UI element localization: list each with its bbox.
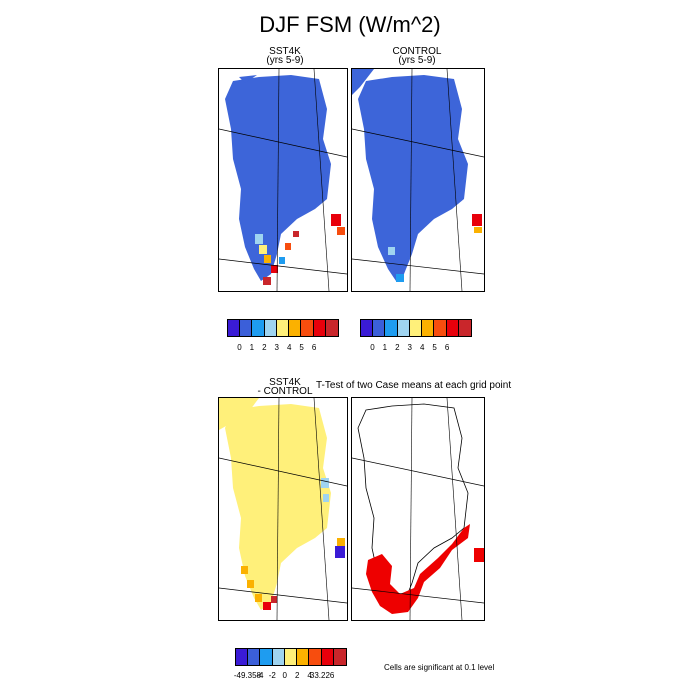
colorbar-tick-label: 2 bbox=[395, 343, 400, 352]
significance-note: Cells are significant at 0.1 level bbox=[384, 663, 495, 672]
colorbar-tick-label: 5 bbox=[299, 343, 304, 352]
colorbar-swatch bbox=[301, 320, 314, 336]
colorbar-tick-label: 1 bbox=[382, 343, 388, 352]
colorbar-tick-label: 4 bbox=[307, 671, 312, 680]
colorbar-swatch bbox=[422, 320, 435, 336]
colorbar-tick-label: 2 bbox=[294, 671, 300, 680]
colorbar-swatch bbox=[325, 320, 338, 336]
colorbar-tick-label: -4 bbox=[256, 671, 264, 680]
colorbar-tick-label: 0 bbox=[282, 671, 287, 680]
greenland-map-significance bbox=[352, 398, 484, 620]
colorbar-swatch bbox=[321, 649, 334, 665]
panel-title-line1: SST4K bbox=[269, 46, 301, 57]
panel-title-line2: (yrs 5-9) bbox=[266, 55, 304, 66]
map-panel-control bbox=[351, 68, 485, 292]
colorbar-tick-label: 0 bbox=[370, 343, 375, 352]
greenland-map-sst4k bbox=[219, 69, 347, 291]
colorbar-swatch bbox=[333, 649, 346, 665]
colorbar-swatch bbox=[248, 649, 261, 665]
colorbar-swatch bbox=[309, 649, 322, 665]
colorbar-swatch bbox=[240, 320, 253, 336]
colorbar-tick-label: 2 bbox=[262, 343, 267, 352]
colorbar-swatch bbox=[236, 649, 249, 665]
colorbar-tick-label: 3 bbox=[407, 343, 412, 352]
colorbar-tick-label: 3 bbox=[274, 343, 279, 352]
colorbar-tick-label: 4 bbox=[419, 343, 425, 352]
colorbar-swatch bbox=[289, 320, 302, 336]
colorbar-swatch bbox=[264, 320, 277, 336]
panel-title-sst4k: SST4K (yrs 5-9) bbox=[235, 46, 335, 66]
greenland-map-control bbox=[352, 69, 484, 291]
panel-title-control: CONTROL (yrs 5-9) bbox=[367, 46, 467, 66]
colorbar-tick-label: 33.226 bbox=[309, 671, 335, 680]
panel-title-line1: CONTROL bbox=[392, 46, 442, 57]
panel-title-line2: - CONTROL bbox=[257, 386, 313, 397]
colorbar-swatch bbox=[313, 320, 326, 336]
colorbar-swatch bbox=[260, 649, 273, 665]
panel-title-line1: SST4K bbox=[269, 377, 301, 388]
colorbar-swatch bbox=[252, 320, 265, 336]
colorbar-swatch bbox=[409, 320, 423, 336]
colorbar-swatch bbox=[373, 320, 386, 336]
colorbar-swatch bbox=[276, 320, 290, 336]
colorbar-swatch bbox=[385, 320, 398, 336]
greenland-map-difference bbox=[219, 398, 347, 620]
colorbar-swatch bbox=[284, 649, 298, 665]
colorbar-swatch bbox=[397, 320, 410, 336]
colorbar-difference-ticks: -49.358 -4 -2 0 2 4 33.226 bbox=[233, 671, 347, 681]
colorbar-swatch bbox=[297, 649, 310, 665]
panel-title-line2: (yrs 5-9) bbox=[398, 55, 436, 66]
colorbar-tick-label: 1 bbox=[249, 343, 255, 352]
colorbar-sst4k bbox=[227, 319, 339, 337]
figure-title: DJF FSM (W/m^2) bbox=[259, 12, 441, 37]
map-panel-ttest bbox=[351, 397, 485, 621]
colorbar-tick-label: -2 bbox=[268, 671, 276, 680]
colorbar-swatch bbox=[361, 320, 374, 336]
panel-title-diff: SST4K - CONTROL bbox=[235, 377, 335, 397]
colorbar-swatch bbox=[434, 320, 447, 336]
colorbar-control bbox=[360, 319, 472, 337]
colorbar-tick-label: 5 bbox=[432, 343, 437, 352]
colorbar-difference bbox=[235, 648, 347, 666]
colorbar-tick-label: -49.358 bbox=[233, 671, 262, 680]
colorbar-tick-label: 6 bbox=[311, 343, 317, 352]
colorbar-tick-label: 0 bbox=[237, 343, 242, 352]
colorbar-swatch bbox=[272, 649, 285, 665]
colorbar-tick-label: 6 bbox=[444, 343, 450, 352]
colorbar-swatch bbox=[446, 320, 459, 336]
colorbar-swatch bbox=[458, 320, 471, 336]
map-panel-sst4k bbox=[218, 68, 348, 292]
colorbar-swatch bbox=[228, 320, 241, 336]
map-panel-difference bbox=[218, 397, 348, 621]
colorbar-tick-label: 4 bbox=[286, 343, 292, 352]
ttest-title: T-Test of two Case means at each grid po… bbox=[316, 380, 512, 391]
